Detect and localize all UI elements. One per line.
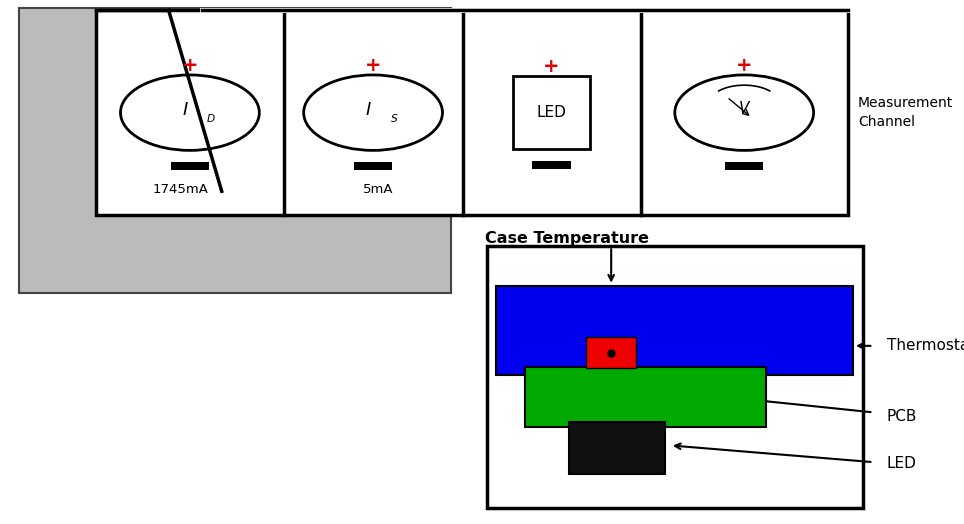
Bar — [532, 161, 571, 169]
Text: +: + — [736, 56, 753, 75]
Text: 1745mA: 1745mA — [152, 183, 208, 196]
Text: +: + — [364, 56, 382, 75]
Bar — [496, 286, 853, 375]
Text: LED: LED — [537, 105, 566, 120]
Text: LED: LED — [887, 456, 917, 471]
Text: $I$: $I$ — [181, 101, 189, 119]
Text: Thermostat: Thermostat — [887, 339, 964, 353]
Text: T3Ster
Thermostat Photo: T3Ster Thermostat Photo — [179, 137, 291, 165]
Text: Case Temperature: Case Temperature — [485, 231, 649, 246]
Bar — [487, 246, 863, 508]
Text: $I$: $I$ — [364, 101, 372, 119]
Bar — [725, 162, 763, 170]
Bar — [354, 162, 392, 170]
Bar — [513, 76, 590, 149]
Bar — [96, 10, 848, 215]
Text: V: V — [739, 101, 749, 116]
Bar — [171, 162, 209, 170]
Bar — [525, 367, 766, 427]
Text: +: + — [181, 56, 199, 75]
Text: PCB: PCB — [887, 409, 918, 424]
Text: $_D$: $_D$ — [206, 111, 216, 125]
Bar — [569, 422, 665, 474]
Bar — [19, 8, 451, 293]
Text: +: + — [543, 57, 560, 76]
Text: Measurement
Channel: Measurement Channel — [858, 96, 953, 129]
Text: 5mA: 5mA — [362, 183, 393, 196]
Bar — [586, 337, 636, 368]
Text: $_S$: $_S$ — [390, 111, 398, 125]
